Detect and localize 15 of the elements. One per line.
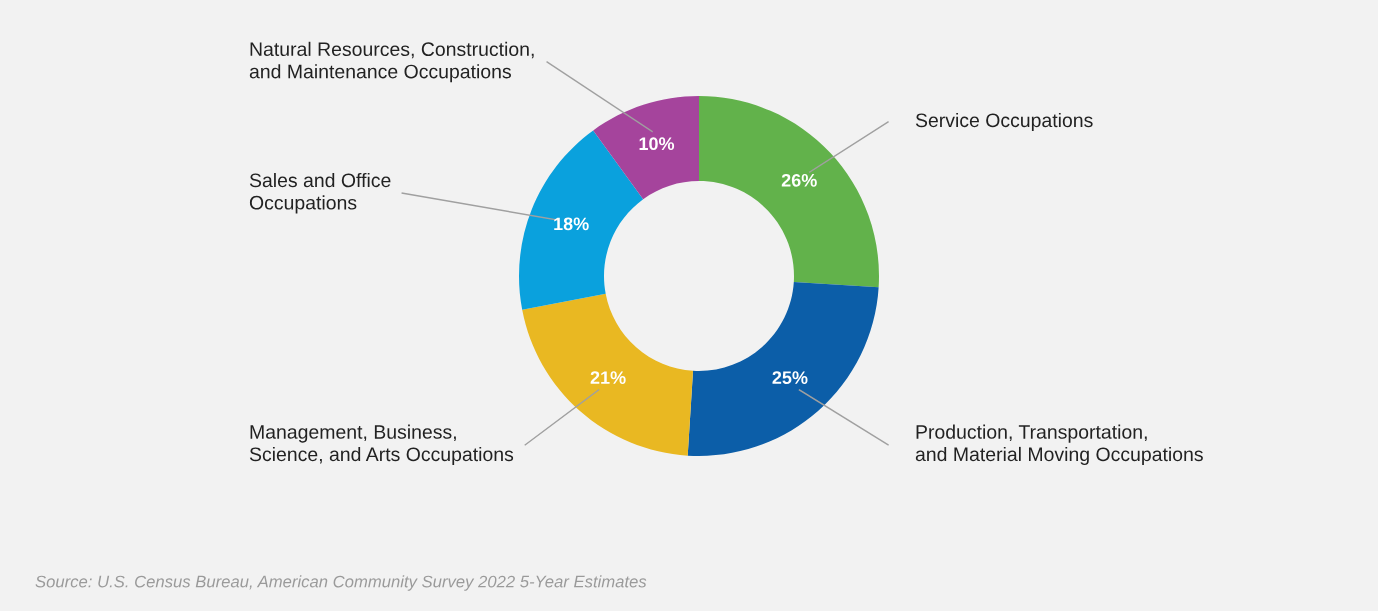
source-note: Source: U.S. Census Bureau, American Community Survey 2022 5-Year Estimates bbox=[35, 575, 647, 591]
donut-slice bbox=[687, 281, 879, 456]
slice-label: Natural Resources, Construction, and Maintenance Occupations bbox=[249, 41, 534, 83]
donut-slice bbox=[593, 96, 699, 200]
data-label: 18% bbox=[554, 217, 589, 231]
donut-slice bbox=[522, 293, 694, 456]
slice-label: Management, Business, Science, and Arts Occupations bbox=[249, 424, 514, 466]
data-label: 10% bbox=[639, 137, 675, 151]
data-label: 21% bbox=[590, 371, 626, 384]
donut-slice bbox=[699, 96, 879, 288]
data-label: 25% bbox=[772, 371, 808, 384]
slice-label: Service Occupations bbox=[915, 112, 1093, 132]
slice-label: Sales and Office Occupations bbox=[249, 172, 391, 214]
slice-label: Production, Transportation, and Material Moving Occupations bbox=[915, 424, 1203, 466]
data-label: 26% bbox=[781, 173, 817, 187]
